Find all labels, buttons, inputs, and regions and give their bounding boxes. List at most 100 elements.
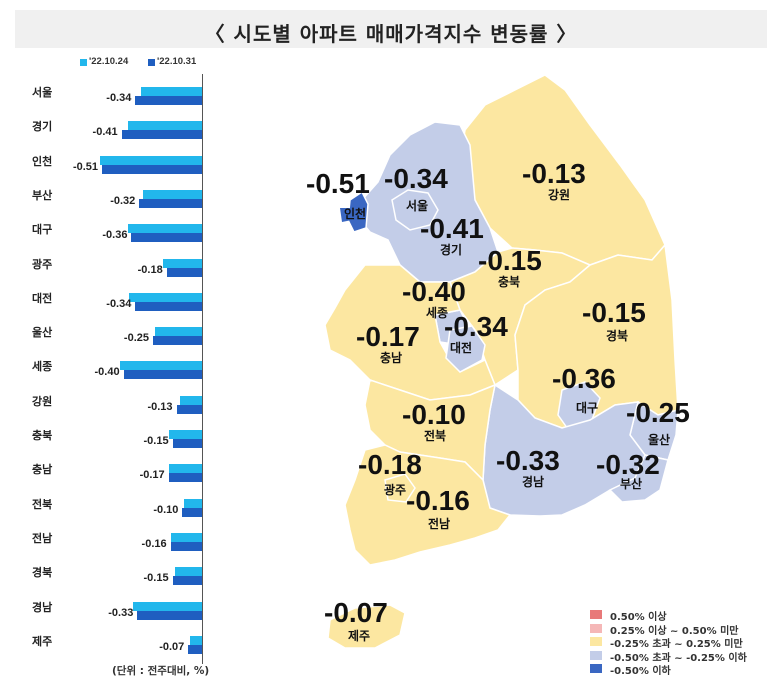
page-title: 〈 시도별 아파트 매매가격지수 변동률 〉: [204, 22, 578, 46]
bar-series2: [172, 439, 202, 448]
category-label: 경남: [32, 600, 53, 614]
category-label: 강원: [32, 394, 53, 408]
bar-series1: [180, 395, 202, 405]
bar-value-label: -0.07: [159, 640, 185, 653]
map-value-경북: -0.15: [582, 297, 646, 328]
map-value-전북: -0.10: [402, 399, 466, 430]
category-label: 울산: [32, 326, 53, 340]
map-name-인천: 인천: [344, 206, 366, 221]
map-legend-swatch: [590, 664, 602, 673]
category-label: 충남: [32, 463, 53, 477]
legend-label-series1: '22.10.24: [89, 56, 129, 67]
map-legend-swatch: [590, 637, 602, 646]
map-legend-label: 0.25% 이상 ~ 0.50% 미만: [610, 625, 739, 637]
bar-series1: [162, 258, 202, 268]
bar-value-label: -0.10: [153, 503, 179, 516]
bar-value-label: -0.13: [147, 400, 173, 413]
map-value-광주: -0.18: [358, 449, 422, 480]
legend-swatch-series1: [80, 59, 87, 66]
bar-series2: [137, 610, 202, 620]
map-value-충남: -0.17: [356, 321, 420, 352]
korea-map: -0.51 인천 -0.34 서울 -0.41 경기 -0.13 강원 -0.1…: [306, 74, 690, 649]
bar-series1: [168, 430, 202, 439]
map-value-인천: -0.51: [306, 168, 370, 199]
bar-value-label: -0.17: [139, 469, 165, 482]
map-value-부산: -0.32: [596, 449, 660, 480]
map-name-경남: 경남: [522, 474, 544, 489]
bar-value-label: -0.15: [143, 435, 169, 447]
map-name-부산: 부산: [620, 476, 642, 491]
bar-series2: [172, 576, 202, 586]
map-name-강원: 강원: [548, 188, 570, 202]
map-value-대전: -0.34: [444, 311, 508, 342]
category-label: 대전: [32, 291, 53, 305]
bar-series1: [170, 532, 202, 542]
map-value-충북: -0.15: [478, 245, 542, 276]
map-region-대전: [445, 325, 486, 373]
bar-series1: [127, 224, 202, 234]
bar-value-label: -0.16: [141, 537, 167, 550]
bar-value-label: -0.34: [106, 92, 132, 104]
map-value-전남: -0.16: [406, 485, 470, 516]
map-region-서울: [391, 189, 439, 231]
bar-series1: [143, 189, 202, 199]
bar-series2: [131, 233, 202, 243]
map-region-제주: [327, 604, 406, 649]
map-region-부산: [608, 454, 669, 503]
bar-value-label: -0.41: [92, 126, 118, 139]
map-name-울산: 울산: [648, 432, 670, 447]
bar-series1: [133, 601, 202, 611]
category-label: 광주: [32, 257, 53, 271]
bar-series2: [153, 336, 202, 346]
map-name-대전: 대전: [450, 340, 472, 355]
bar-series2: [102, 164, 202, 174]
map-name-충남: 충남: [380, 350, 402, 365]
category-label: 경기: [32, 120, 53, 134]
legend-label-series2: '22.10.31: [157, 56, 197, 67]
bar-series1: [127, 121, 202, 131]
map-value-경기: -0.41: [420, 213, 484, 244]
category-label: 전북: [32, 497, 53, 511]
bar-value-label: -0.36: [102, 229, 128, 242]
bar-value-label: -0.15: [143, 572, 169, 585]
map-legend-label: 0.50% 이상: [610, 612, 667, 623]
bar-series1: [141, 87, 202, 96]
legend-swatch-series2: [148, 59, 155, 66]
bar-value-label: -0.18: [137, 263, 163, 276]
category-label: 대구: [32, 223, 53, 237]
map-value-제주: -0.07: [324, 597, 388, 628]
map-legend-label: -0.25% 초과 ~ 0.25% 미만: [610, 639, 743, 650]
map-region-충남: [324, 264, 496, 401]
bar-series1: [154, 327, 202, 337]
map-value-경남: -0.33: [496, 445, 560, 476]
bar-series2: [166, 267, 202, 277]
map-name-세종: 세종: [426, 305, 448, 320]
bar-series2: [121, 130, 202, 140]
map-value-울산: -0.25: [626, 397, 690, 428]
bar-value-label: -0.40: [94, 366, 120, 379]
map-name-경기: 경기: [440, 242, 462, 257]
map-legend-swatch: [590, 610, 602, 619]
map-value-대구: -0.36: [552, 363, 616, 394]
bar-chart-axis: [202, 74, 203, 664]
bar-series1: [174, 567, 202, 577]
map-name-경북: 경북: [606, 329, 628, 343]
bar-series2: [123, 370, 202, 380]
bar-series1: [129, 292, 202, 302]
bar-value-label: -0.32: [110, 194, 136, 207]
bar-series2: [188, 644, 202, 654]
map-name-제주: 제주: [348, 629, 370, 643]
bar-value-label: -0.25: [123, 332, 149, 345]
category-label: 서울: [32, 86, 53, 99]
category-label: 전남: [32, 531, 53, 545]
bar-series1: [100, 155, 202, 165]
map-region-광주: [384, 473, 416, 503]
map-value-서울: -0.34: [384, 163, 448, 194]
map-value-강원: -0.13: [522, 158, 586, 189]
bar-series2: [139, 198, 202, 208]
map-name-전남: 전남: [428, 516, 450, 531]
bar-series2: [135, 96, 202, 105]
unit-note: (단위 : 전주대비, %): [112, 665, 210, 677]
category-label: 경북: [32, 566, 53, 580]
bar-series1: [184, 498, 202, 508]
